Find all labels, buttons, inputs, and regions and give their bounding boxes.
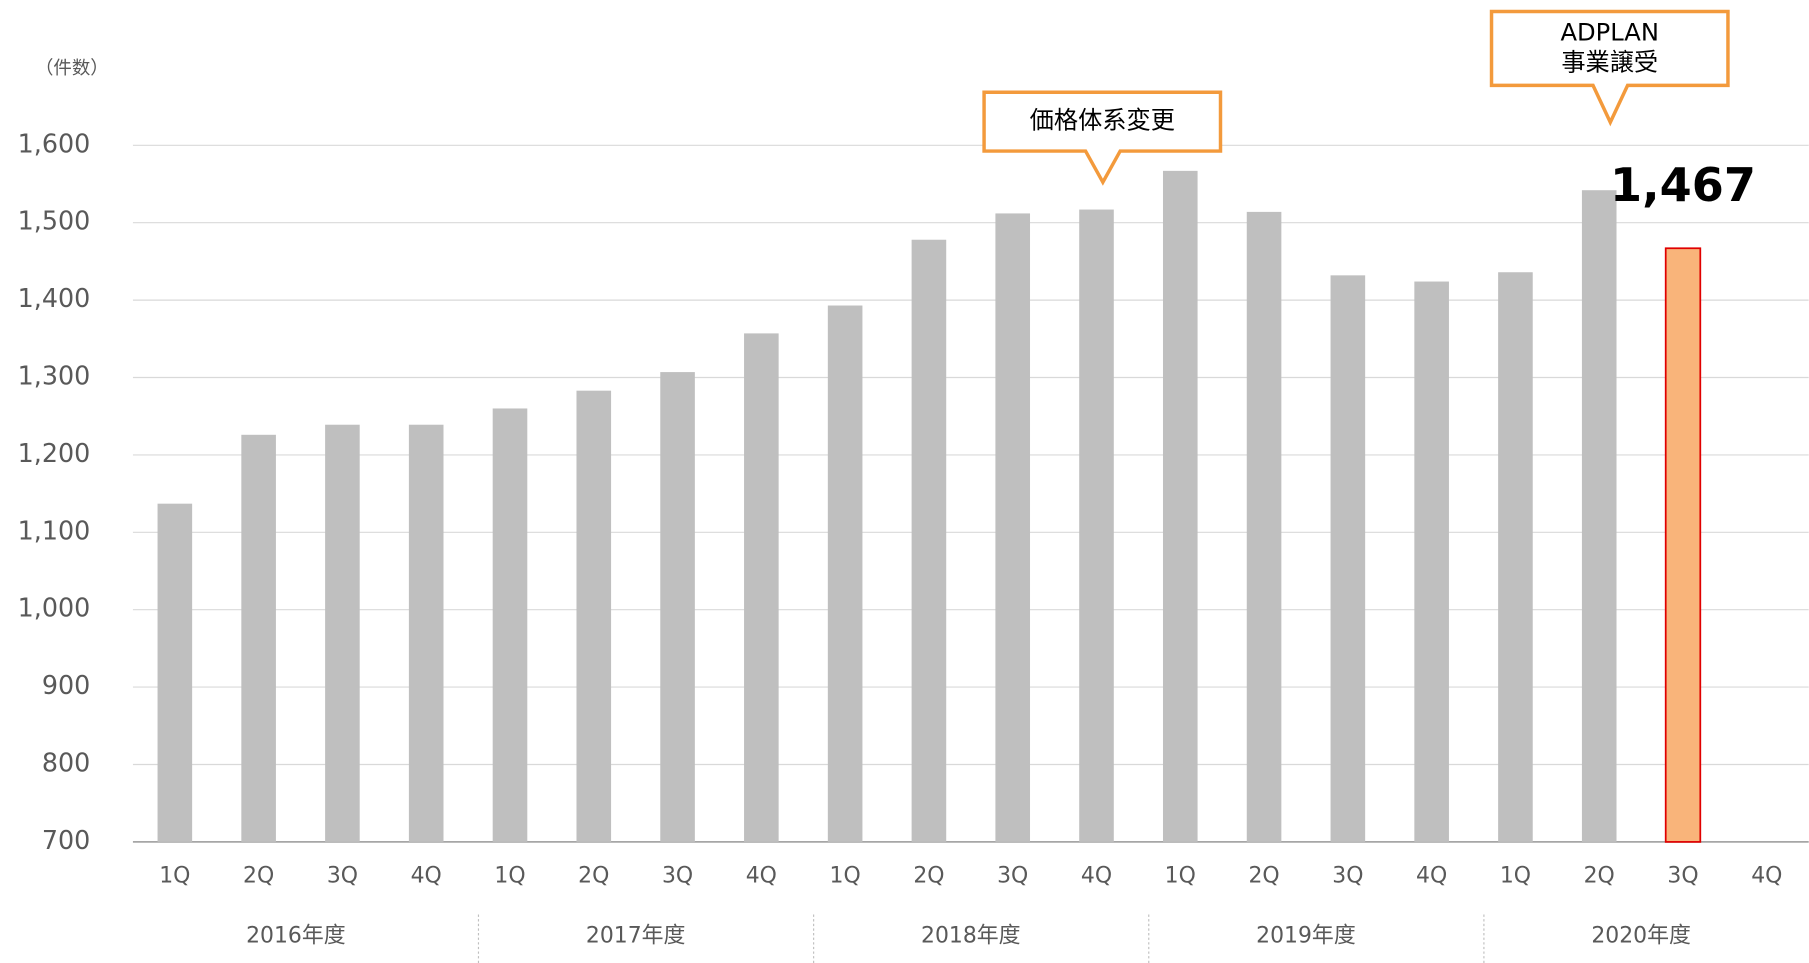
x-tick-label: 2Q <box>578 864 609 889</box>
x-tick-label: 1Q <box>1500 864 1531 889</box>
y-tick-label: 1,500 <box>18 206 91 236</box>
callout-box <box>982 90 1223 186</box>
bar <box>1414 281 1449 842</box>
x-tick-label: 3Q <box>327 864 358 889</box>
x-tick-label: 4Q <box>746 864 777 889</box>
x-tick-label: 4Q <box>1081 864 1112 889</box>
bar <box>1664 247 1702 843</box>
callout-text: ADPLAN <box>1560 18 1659 46</box>
y-tick-label: 1,300 <box>18 361 91 391</box>
x-tick-label: 1Q <box>159 864 190 889</box>
bar <box>241 434 276 842</box>
x-tick-label: 2Q <box>1584 864 1615 889</box>
bar <box>827 305 863 842</box>
bar <box>157 503 193 842</box>
x-tick-label: 1Q <box>1165 864 1196 889</box>
y-tick-label: 900 <box>42 670 90 700</box>
y-tick-label: 1,000 <box>18 593 91 623</box>
bar <box>1079 209 1114 842</box>
x-tick-label: 2Q <box>1248 864 1279 889</box>
x-tick-label: 4Q <box>1416 864 1447 889</box>
bar <box>492 408 528 842</box>
x-tick-label: 1Q <box>494 864 525 889</box>
bar <box>1162 170 1198 842</box>
x-tick-label: 2Q <box>243 864 274 889</box>
callout-text: 事業譲受 <box>1561 48 1658 76</box>
y-axis-label: （件数） <box>35 58 109 79</box>
bar <box>1498 272 1533 842</box>
x-tick-label: 3Q <box>997 864 1028 889</box>
x-tick-label: 4Q <box>1751 864 1782 889</box>
x-tick-label: 1Q <box>830 864 861 889</box>
bar <box>408 424 444 842</box>
group-label: 2019年度 <box>1256 923 1356 948</box>
bar <box>1246 211 1282 842</box>
x-tick-label: 3Q <box>1667 864 1698 889</box>
bar <box>995 213 1031 842</box>
callout-text: 価格体系変更 <box>1030 107 1175 135</box>
x-tick-label: 3Q <box>662 864 693 889</box>
y-tick-label: 700 <box>42 825 90 855</box>
y-tick-label: 1,100 <box>18 515 91 545</box>
callout-box <box>1489 9 1730 127</box>
group-label: 2018年度 <box>921 923 1021 948</box>
value-label: 1,467 <box>1610 158 1756 212</box>
bar <box>911 239 947 842</box>
bar <box>1581 190 1617 842</box>
bar <box>660 372 695 842</box>
group-label: 2020年度 <box>1591 923 1691 948</box>
bar <box>325 424 360 842</box>
x-tick-label: 4Q <box>411 864 442 889</box>
x-tick-label: 2Q <box>913 864 944 889</box>
y-tick-label: 1,200 <box>18 438 91 468</box>
x-tick-label: 3Q <box>1332 864 1363 889</box>
bar <box>1330 275 1366 842</box>
y-tick-label: 800 <box>42 748 90 778</box>
y-tick-label: 1,400 <box>18 283 91 313</box>
bar <box>744 333 779 842</box>
group-label: 2016年度 <box>246 923 346 948</box>
group-label: 2017年度 <box>586 923 686 948</box>
bar <box>576 390 612 842</box>
y-tick-label: 1,600 <box>18 128 91 158</box>
